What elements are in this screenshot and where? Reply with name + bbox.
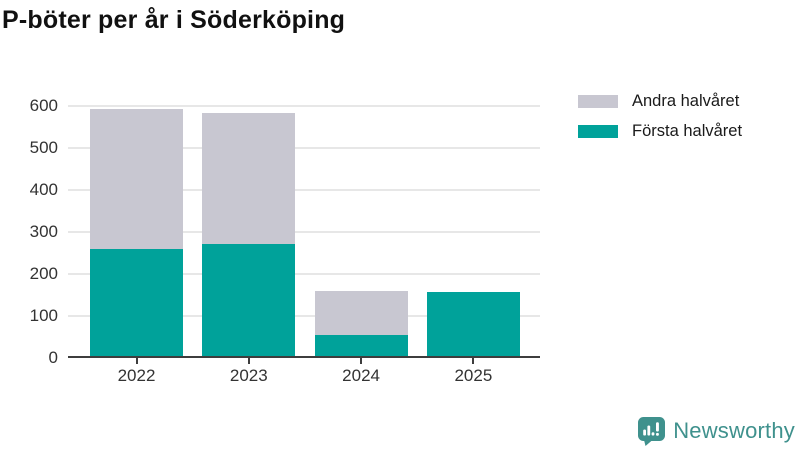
legend-swatch-forsta-halvaret (578, 125, 618, 138)
legend-item-andra-halvaret: Andra halvåret (578, 92, 742, 111)
y-tick-label-500: 500 (29, 138, 58, 157)
bar-segment-2024-andra-halv-ret (314, 290, 408, 335)
gridline-200 (68, 273, 540, 275)
legend-item-forsta-halvaret: Första halvåret (578, 122, 742, 141)
bar-group-2022 (90, 104, 183, 356)
bar-segment-2022-f-rsta-halv-ret (90, 248, 183, 356)
newsworthy-wordmark: Newsworthy (673, 418, 795, 443)
y-tick-label-300: 300 (29, 222, 58, 241)
gridline-400 (68, 189, 540, 191)
chart-title: P-böter per år i Söderköping (2, 6, 346, 34)
x-tick-2023 (247, 358, 250, 364)
y-tick-label-200: 200 (29, 264, 58, 283)
plot-area (68, 104, 540, 364)
x-tick-label-2025: 2025 (454, 366, 493, 385)
legend-label-forsta-halvaret: Första halvåret (632, 122, 743, 140)
legend-swatch-andra-halvaret (578, 95, 618, 108)
legend: Andra halvåret Första halvåret (578, 92, 742, 141)
bar-segment-2023-f-rsta-halv-ret (202, 243, 296, 356)
y-tick-label-100: 100 (29, 306, 58, 325)
bar-group-2023 (202, 104, 296, 356)
x-tick-2025 (472, 358, 475, 364)
x-tick-label-2023: 2023 (229, 366, 268, 385)
y-tick-label-600: 600 (29, 96, 58, 115)
bar-segment-2024-f-rsta-halv-ret (314, 335, 408, 356)
x-tick-2024 (360, 358, 363, 364)
gridline-100 (68, 315, 540, 317)
x-tick-label-2024: 2024 (342, 366, 380, 385)
x-tick-label-2022: 2022 (117, 366, 156, 385)
y-tick-label-0: 0 (48, 348, 58, 367)
bar-segment-2022-andra-halv-ret (90, 109, 183, 249)
y-tick-label-400: 400 (29, 180, 58, 199)
gridline-300 (68, 231, 540, 233)
gridline-500 (68, 147, 540, 149)
bar-group-2024 (314, 104, 408, 356)
x-tick-2022 (135, 358, 138, 364)
newsworthy-icon (638, 417, 666, 446)
bar-segment-2023-andra-halv-ret (202, 113, 296, 244)
bar-group-2025 (426, 104, 520, 356)
legend-label-andra-halvaret: Andra halvåret (632, 92, 740, 110)
gridline-600 (68, 105, 540, 107)
newsworthy-logo: Newsworthy (637, 416, 795, 446)
bar-segment-2025-f-rsta-halv-ret (426, 291, 520, 356)
